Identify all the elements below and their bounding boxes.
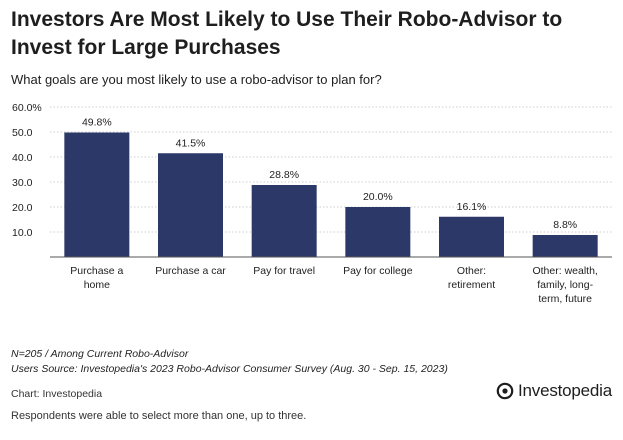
brand-logo: Investopedia	[496, 380, 612, 402]
y-tick-label: 50.0	[12, 127, 33, 139]
bar	[64, 132, 130, 257]
investopedia-logo-icon	[496, 382, 514, 400]
data-label: 20.0%	[363, 191, 393, 203]
y-tick-label: 10.0	[12, 227, 33, 239]
chart-subtitle: What goals are you most likely to use a …	[11, 72, 382, 87]
x-tick-label: Other: wealth, family, long-term, future	[532, 265, 597, 305]
data-label: 41.5%	[176, 137, 206, 149]
chart-credit: Chart: Investopedia	[11, 388, 103, 400]
sample-note: N=205 / Among Current Robo-Advisor	[11, 348, 189, 360]
x-axis-tick-labels: Purchase a home Purchase a car Pay for trav…	[70, 265, 598, 305]
y-tick-label: 20.0	[12, 202, 33, 214]
bar	[345, 207, 411, 257]
brand-name: Investopedia	[518, 381, 613, 400]
x-tick-label: Purchase a car	[155, 265, 226, 277]
bar	[251, 185, 317, 257]
bar	[439, 216, 504, 257]
x-tick-label: Purchase a home	[70, 265, 123, 291]
y-tick-label: 60.0%	[12, 102, 42, 114]
x-tick-label-line: Other: wealth,	[532, 265, 597, 277]
x-tick-label-line: Purchase a car	[155, 265, 226, 277]
x-tick-label-line: home	[84, 279, 110, 291]
bar	[532, 235, 598, 257]
data-label: 16.1%	[457, 201, 487, 213]
y-axis-tick-labels: 10.0 20.0 30.0 40.0 50.0 60.0%	[12, 102, 42, 239]
y-tick-label: 40.0	[12, 152, 33, 164]
data-labels: 49.8% 41.5% 28.8% 20.0% 16.1% 8.8%	[82, 117, 577, 232]
x-tick-label-line: Pay for travel	[253, 265, 315, 277]
x-tick-label: Pay for college	[343, 265, 413, 277]
bars	[64, 132, 598, 257]
x-tick-label-line: retirement	[448, 279, 495, 291]
x-tick-label-line: family, long-	[537, 279, 593, 291]
bar-chart: 10.0 20.0 30.0 40.0 50.0 60.0% 49.8% 41.5% 28.8…	[12, 102, 612, 305]
data-label: 8.8%	[553, 219, 577, 231]
x-tick-label-line: Purchase a	[70, 265, 123, 277]
x-tick-label-line: term, future	[538, 293, 592, 305]
data-label: 28.8%	[269, 169, 299, 181]
x-tick-label-line: Other:	[457, 265, 486, 277]
bar	[158, 153, 223, 257]
footnote: Respondents were able to select more tha…	[11, 410, 307, 422]
y-tick-label: 30.0	[12, 177, 33, 189]
gridlines	[50, 106, 612, 233]
chart-title: Investors Are Most Likely to Use Their R…	[11, 8, 563, 59]
x-tick-label-line: Pay for college	[343, 265, 413, 277]
x-tick-label: Pay for travel	[253, 265, 315, 277]
data-label: 49.8%	[82, 117, 112, 129]
x-tick-label: Other: retirement	[448, 265, 495, 291]
source-note: Users Source: Investopedia's 2023 Robo-A…	[11, 363, 448, 375]
